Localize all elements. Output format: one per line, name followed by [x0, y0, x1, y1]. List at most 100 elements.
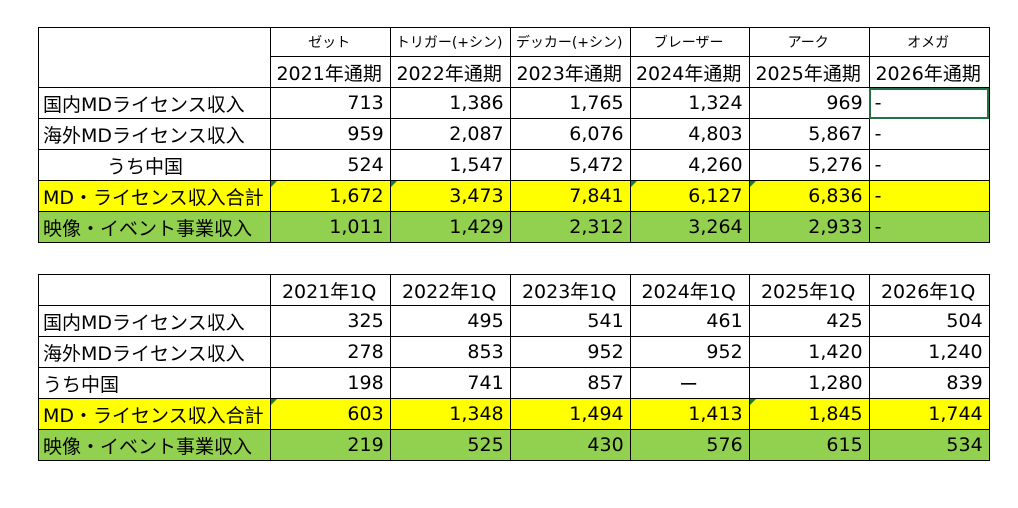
value-cell[interactable]: - [868, 118, 990, 150]
value-cell[interactable]: 1,011 [269, 211, 391, 243]
period-cell[interactable]: 2024年1Q [629, 274, 750, 306]
value-cell[interactable]: ー [629, 367, 750, 399]
value-cell[interactable]: 430 [509, 429, 631, 461]
value-cell[interactable]: 1,240 [868, 336, 990, 368]
value-cell[interactable]: 1,413 [629, 398, 750, 430]
value-cell[interactable]: 952 [629, 336, 750, 368]
series-cell[interactable]: トリガー(+シン) [389, 27, 511, 57]
value-cell[interactable]: 1,348 [389, 398, 511, 430]
md-license-total-row: MD・ライセンス収入合計 603 1,348 1,494 1,413 1,845… [38, 398, 990, 430]
value-cell[interactable]: 1,420 [748, 336, 870, 368]
period-cell[interactable]: 2021年1Q [269, 274, 391, 306]
period-cell[interactable]: 2025年1Q [748, 274, 870, 306]
annual-revenue-table: ゼット トリガー(+シン) デッカー(+シン) ブレーザー アーク オメガ 20… [38, 27, 990, 243]
row-label[interactable]: 海外MDライセンス収入 [38, 336, 271, 368]
value-cell[interactable]: 495 [389, 305, 511, 337]
value-cell[interactable]: 525 [389, 429, 511, 461]
value-cell[interactable]: 1,547 [389, 149, 511, 181]
period-cell[interactable]: 2022年1Q [389, 274, 511, 306]
series-cell[interactable]: デッカー(+シン) [509, 27, 631, 57]
value-cell[interactable]: - [868, 180, 990, 212]
row-label[interactable]: うち中国 [38, 367, 271, 399]
row-label[interactable]: MD・ライセンス収入合計 [38, 180, 271, 212]
value-cell[interactable]: 839 [868, 367, 990, 399]
domestic-row: 国内MDライセンス収入 325 495 541 461 425 504 [38, 305, 990, 337]
value-cell[interactable]: 4,803 [629, 118, 750, 150]
value-cell[interactable]: 504 [868, 305, 990, 337]
domestic-row: 国内MDライセンス収入 713 1,386 1,765 1,324 969 - [38, 87, 990, 119]
period-cell[interactable]: 2026年1Q [868, 274, 990, 306]
value-cell[interactable]: 1,744 [868, 398, 990, 430]
value-cell[interactable]: 1,845 [748, 398, 870, 430]
value-cell[interactable]: 541 [509, 305, 631, 337]
value-cell[interactable]: 2,087 [389, 118, 511, 150]
value-cell[interactable]: 219 [269, 429, 391, 461]
period-cell[interactable]: 2021年通期 [269, 56, 391, 88]
row-label[interactable]: うち中国 [38, 149, 271, 181]
value-cell[interactable]: 524 [269, 149, 391, 181]
value-cell[interactable]: 3,473 [389, 180, 511, 212]
value-cell[interactable]: 5,867 [748, 118, 870, 150]
value-cell[interactable]: 1,494 [509, 398, 631, 430]
value-cell[interactable]: 198 [269, 367, 391, 399]
period-header-row: 2021年1Q 2022年1Q 2023年1Q 2024年1Q 2025年1Q … [38, 274, 990, 306]
series-cell[interactable]: オメガ [868, 27, 990, 57]
value-cell[interactable]: 534 [868, 429, 990, 461]
value-cell[interactable]: 952 [509, 336, 631, 368]
value-cell[interactable]: 1,280 [748, 367, 870, 399]
period-cell[interactable]: 2026年通期 [868, 56, 990, 88]
period-cell[interactable]: 2025年通期 [748, 56, 870, 88]
row-label[interactable]: 国内MDライセンス収入 [38, 87, 271, 119]
value-cell[interactable]: 969 [748, 87, 870, 119]
series-cell[interactable]: ゼット [269, 27, 391, 57]
period-header-row: 2021年通期 2022年通期 2023年通期 2024年通期 2025年通期 … [39, 56, 990, 88]
row-label[interactable]: MD・ライセンス収入合計 [38, 398, 271, 430]
value-cell[interactable]: 6,836 [748, 180, 870, 212]
value-cell[interactable]: 6,127 [629, 180, 750, 212]
period-cell[interactable]: 2024年通期 [629, 56, 750, 88]
value-cell[interactable]: 576 [629, 429, 750, 461]
value-cell[interactable]: 959 [269, 118, 391, 150]
overseas-row: 海外MDライセンス収入 278 853 952 952 1,420 1,240 [38, 336, 990, 368]
value-cell[interactable]: 713 [269, 87, 391, 119]
value-cell[interactable]: 325 [269, 305, 391, 337]
row-label[interactable]: 国内MDライセンス収入 [38, 305, 271, 337]
corner-cell[interactable] [38, 27, 271, 88]
value-cell[interactable]: 5,472 [509, 149, 631, 181]
value-cell[interactable]: 5,276 [748, 149, 870, 181]
value-cell[interactable]: 1,429 [389, 211, 511, 243]
period-cell[interactable]: 2022年通期 [389, 56, 511, 88]
value-cell[interactable]: 1,324 [629, 87, 750, 119]
series-cell[interactable]: ブレーザー [629, 27, 750, 57]
selected-cell[interactable]: - [868, 87, 990, 119]
value-cell[interactable]: 1,386 [389, 87, 511, 119]
value-cell[interactable]: 3,264 [629, 211, 750, 243]
value-cell[interactable]: 7,841 [509, 180, 631, 212]
value-cell[interactable]: 1,672 [269, 180, 391, 212]
value-cell[interactable]: 2,312 [509, 211, 631, 243]
value-cell[interactable]: - [868, 211, 990, 243]
value-cell[interactable]: 4,260 [629, 149, 750, 181]
corner-cell[interactable] [38, 274, 271, 306]
value-cell[interactable]: 857 [509, 367, 631, 399]
value-cell[interactable]: 278 [269, 336, 391, 368]
value-cell[interactable]: 2,933 [748, 211, 870, 243]
row-label[interactable]: 映像・イベント事業収入 [38, 211, 271, 243]
series-cell[interactable]: アーク [748, 27, 870, 57]
value-cell[interactable]: 1,765 [509, 87, 631, 119]
period-cell[interactable]: 2023年1Q [509, 274, 631, 306]
row-label[interactable]: 映像・イベント事業収入 [38, 429, 271, 461]
china-row: うち中国 524 1,547 5,472 4,260 5,276 - [38, 149, 990, 181]
value-cell[interactable]: 741 [389, 367, 511, 399]
value-cell[interactable]: 6,076 [509, 118, 631, 150]
series-header-row: ゼット トリガー(+シン) デッカー(+シン) ブレーザー アーク オメガ [38, 27, 990, 88]
period-cell[interactable]: 2023年通期 [509, 56, 631, 88]
value-cell[interactable]: 425 [748, 305, 870, 337]
value-cell[interactable]: 461 [629, 305, 750, 337]
value-cell[interactable]: 615 [748, 429, 870, 461]
value-cell[interactable]: 853 [389, 336, 511, 368]
value-cell[interactable]: 603 [269, 398, 391, 430]
value-cell[interactable]: - [868, 149, 990, 181]
overseas-row: 海外MDライセンス収入 959 2,087 6,076 4,803 5,867 … [38, 118, 990, 150]
row-label[interactable]: 海外MDライセンス収入 [38, 118, 271, 150]
